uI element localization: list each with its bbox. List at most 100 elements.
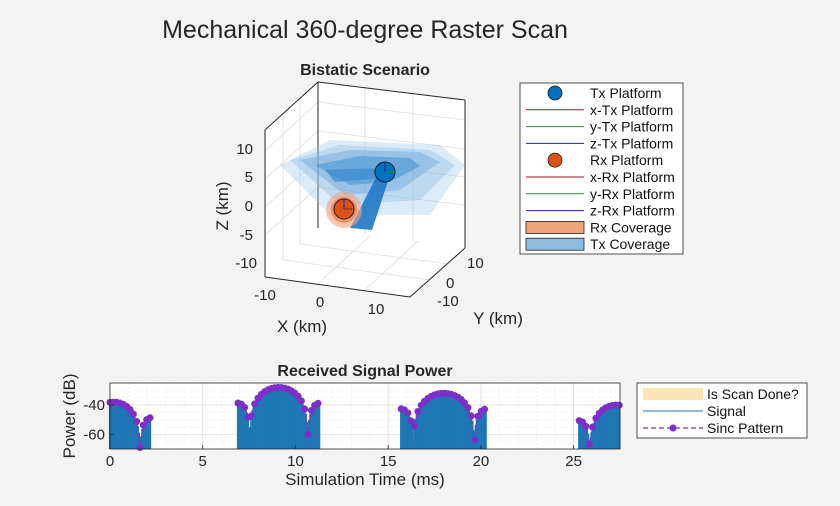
scenario-legend-label: z-Rx Platform xyxy=(590,203,675,219)
sinc-marker xyxy=(467,412,475,420)
power-y-label: Power (dB) xyxy=(60,373,79,458)
y-tick-labels: -10 0 10 xyxy=(437,255,484,310)
sinc-marker xyxy=(474,412,482,420)
power-marks xyxy=(106,383,623,452)
sinc-marker xyxy=(585,440,593,448)
legend-patch-icon xyxy=(525,237,585,251)
z-tick: -10 xyxy=(235,255,257,272)
z-tick: 10 xyxy=(236,141,253,158)
scenario-legend-item: Tx Platform xyxy=(547,85,662,101)
scenario-legend-item: Rx Coverage xyxy=(525,219,672,235)
scenario-legend-label: Tx Coverage xyxy=(590,236,670,252)
sinc-marker xyxy=(146,414,154,422)
power-legend-item: Sinc Pattern xyxy=(643,420,783,436)
x-tick: 10 xyxy=(368,301,385,318)
power-x-tick: 5 xyxy=(199,453,207,470)
sinc-marker xyxy=(471,436,479,444)
legend-area-icon xyxy=(643,388,703,400)
legend-patch-icon xyxy=(525,220,585,234)
scenario-legend-label: z-Tx Platform xyxy=(590,135,673,151)
sinc-marker xyxy=(582,422,590,430)
sinc-marker xyxy=(136,444,144,452)
sinc-marker xyxy=(589,423,597,431)
sinc-marker xyxy=(297,397,305,405)
y-axis-label: Y (km) xyxy=(473,309,523,328)
power-axes: Received Signal Power 0 5 10 15 20 25 -40 -60 S… xyxy=(60,363,623,489)
sinc-marker xyxy=(301,405,309,413)
scenario-legend-item: Tx Coverage xyxy=(525,236,670,252)
power-plot-frame xyxy=(109,382,621,450)
power-x-tick: 20 xyxy=(473,453,490,470)
scenario-legend-label: Rx Platform xyxy=(590,152,663,168)
tx-platform-marker xyxy=(374,161,396,183)
sinc-marker xyxy=(615,401,623,409)
y-tick: 0 xyxy=(446,275,454,292)
power-x-tick: 0 xyxy=(106,453,114,470)
power-y-tick: -40 xyxy=(83,397,105,414)
power-legend-label: Signal xyxy=(707,403,746,419)
power-title: Received Signal Power xyxy=(277,363,452,380)
x-tick: -10 xyxy=(254,287,276,304)
power-legend-item: Signal xyxy=(643,403,746,419)
sinc-marker xyxy=(241,404,249,412)
scenario-legend-item: y-Tx Platform xyxy=(526,119,673,135)
power-legend-label: Sinc Pattern xyxy=(707,420,783,436)
sinc-marker xyxy=(464,404,472,412)
scenario-legend-item: y-Rx Platform xyxy=(526,186,675,202)
scenario-legend-item: x-Tx Platform xyxy=(526,102,673,118)
power-plot-area xyxy=(110,383,620,449)
sinc-marker xyxy=(304,430,312,438)
scenario-legend-item: Rx Platform xyxy=(547,152,663,168)
power-x-tick: 10 xyxy=(287,453,304,470)
sinc-marker xyxy=(251,400,259,408)
power-x-label: Simulation Time (ms) xyxy=(285,470,445,489)
scenario-box xyxy=(264,81,466,298)
tx-coverage xyxy=(280,140,465,230)
power-legend-label: Is Scan Done? xyxy=(707,386,799,402)
sinc-marker xyxy=(133,418,141,426)
y-tick: -10 xyxy=(437,293,459,310)
sinc-marker xyxy=(592,414,600,422)
rx-platform-marker xyxy=(333,198,355,220)
x-axis-label: X (km) xyxy=(277,317,327,336)
scenario-legend-label: y-Tx Platform xyxy=(590,119,673,135)
back-left-pane xyxy=(265,82,318,277)
sinc-marker xyxy=(139,421,147,429)
sinc-marker xyxy=(414,407,422,415)
sinc-marker xyxy=(411,422,419,430)
scenario-title: Bistatic Scenario xyxy=(300,62,430,79)
sinc-marker xyxy=(307,406,315,414)
z-tick: 5 xyxy=(245,169,253,186)
sinc-marker xyxy=(247,412,255,420)
scenario-legend-label: Rx Coverage xyxy=(590,219,672,235)
scenario-legend-label: x-Rx Platform xyxy=(590,169,675,185)
legend-marker-icon xyxy=(669,424,677,432)
scenario-axes: Bistatic Scenario xyxy=(213,62,523,336)
scenario-legend-item: x-Rx Platform xyxy=(526,169,675,185)
power-x-tick: 15 xyxy=(380,453,397,470)
y-tick: 10 xyxy=(467,255,484,272)
sinc-marker xyxy=(404,409,412,417)
z-tick: -5 xyxy=(240,227,253,244)
power-legend-item: Is Scan Done? xyxy=(643,386,799,402)
scenario-legend-item: z-Rx Platform xyxy=(526,203,675,219)
legend-marker-icon xyxy=(547,152,563,168)
sinc-marker xyxy=(407,417,415,425)
legend-marker-icon xyxy=(547,85,563,101)
sinc-marker xyxy=(314,399,322,407)
z-tick-labels: 10 5 0 -5 -10 xyxy=(235,141,257,272)
z-axis-label: Z (km) xyxy=(213,181,232,230)
scenario-legend-item: z-Tx Platform xyxy=(526,135,673,151)
figure-title: Mechanical 360-degree Raster Scan xyxy=(162,16,568,44)
scenario-legend-label: y-Rx Platform xyxy=(590,186,675,202)
x-tick-labels: -10 0 10 xyxy=(254,287,384,318)
power-y-tick: -60 xyxy=(83,426,105,443)
z-tick: 0 xyxy=(245,198,253,215)
power-x-tick: 25 xyxy=(565,453,582,470)
x-tick: 0 xyxy=(316,294,324,311)
power-ticks: 0 5 10 15 20 25 -40 -60 xyxy=(83,397,582,470)
sinc-marker xyxy=(129,410,137,418)
scenario-legend-label: Tx Platform xyxy=(590,85,662,101)
